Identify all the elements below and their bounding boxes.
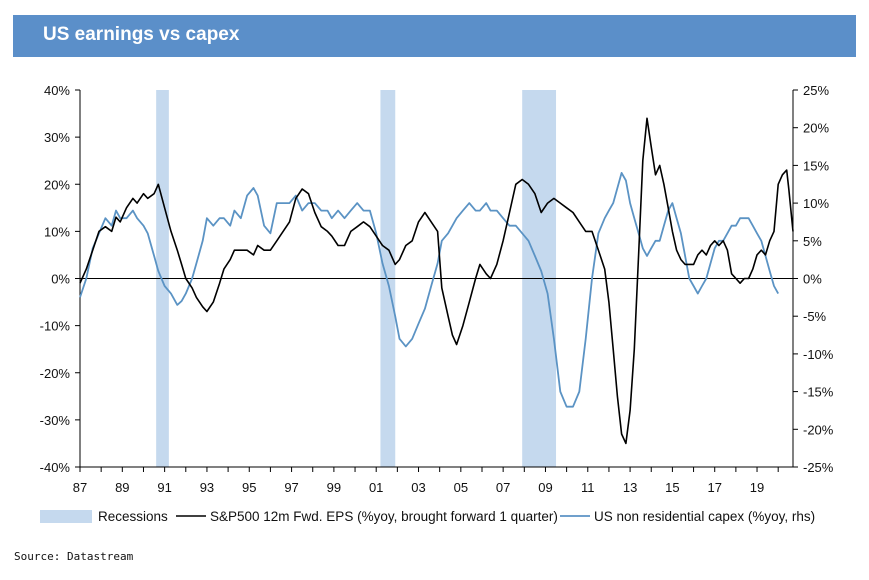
legend-capex-label: US non residential capex (%yoy, rhs)	[594, 509, 815, 524]
y-right-tick-label: 5%	[803, 234, 822, 249]
y-left-tick-label: 30%	[44, 130, 70, 145]
y-left-tick-label: -40%	[40, 460, 71, 475]
x-tick-label: 89	[115, 480, 129, 495]
x-tick-label: 87	[73, 480, 87, 495]
legend-recessions-swatch	[40, 510, 92, 523]
y-right-tick-label: -10%	[803, 347, 834, 362]
x-tick-label: 95	[242, 480, 256, 495]
y-right-tick-label: 15%	[803, 158, 829, 173]
title-bar: US earnings vs capex	[13, 15, 856, 57]
y-left-tick-label: 20%	[44, 177, 70, 192]
y-left-tick-label: -20%	[40, 366, 71, 381]
chart-title: US earnings vs capex	[43, 24, 240, 45]
axes: -40% -30% -20% -10% 0% 10% 20% 30% 40% -25% -20% -1…	[40, 83, 834, 495]
series-capex-line	[79, 171, 779, 408]
x-tick-label: 01	[369, 480, 383, 495]
x-tick-label: 99	[327, 480, 341, 495]
x-tick-label: 05	[454, 480, 468, 495]
legend: Recessions S&P500 12m Fwd. EPS (%yoy, bro…	[40, 509, 815, 524]
x-tick-label: 91	[157, 480, 171, 495]
series-lines	[79, 117, 794, 445]
series-eps-line	[79, 117, 794, 445]
y-right-tick-label: 20%	[803, 121, 829, 136]
y-left-tick-label: -30%	[40, 413, 71, 428]
x-tick-label: 93	[200, 480, 214, 495]
y-right-tick-label: 10%	[803, 196, 829, 211]
x-tick-label: 17	[707, 480, 721, 495]
y-right-tick-label: -25%	[803, 460, 834, 475]
legend-eps-label: S&P500 12m Fwd. EPS (%yoy, brought forwa…	[210, 509, 558, 524]
x-tick-label: 15	[665, 480, 679, 495]
y-left-tick-label: 40%	[44, 83, 70, 98]
x-tick-label: 19	[750, 480, 764, 495]
y-right-tick-label: -5%	[803, 309, 827, 324]
y-right-tick-label: -15%	[803, 385, 834, 400]
x-tick-label: 11	[581, 480, 595, 495]
x-tick-label: 07	[496, 480, 510, 495]
x-tick-label: 97	[284, 480, 298, 495]
x-tick-label: 13	[623, 480, 637, 495]
x-tick-label: 03	[411, 480, 425, 495]
x-tick-label: 09	[538, 480, 552, 495]
y-left-tick-label: -10%	[40, 319, 71, 334]
source-note: Source: Datastream	[14, 550, 134, 563]
y-left-tick-label: 10%	[44, 224, 70, 239]
y-right-tick-label: 0%	[803, 272, 822, 287]
legend-recessions-label: Recessions	[98, 509, 168, 524]
y-right-tick-label: 25%	[803, 83, 829, 98]
y-right-tick-label: -20%	[803, 422, 834, 437]
y-left-tick-label: 0%	[51, 272, 70, 287]
